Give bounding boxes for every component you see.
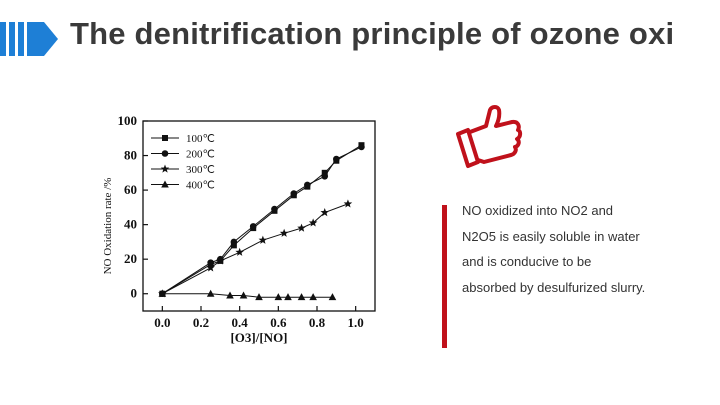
data-point-circle [249, 223, 257, 230]
x-tick-label: 0.6 [270, 315, 287, 330]
data-point-square [321, 169, 328, 176]
data-point-triangle [328, 293, 337, 301]
x-tick-label: 0.0 [154, 315, 170, 330]
data-point-triangle [206, 289, 215, 297]
legend-label: 200℃ [186, 149, 215, 161]
x-tick-label: 0.8 [309, 315, 326, 330]
note-line: N2O5 is easily soluble in water [462, 228, 640, 244]
y-tick-label: 60 [124, 182, 137, 197]
data-point-circle [271, 205, 278, 213]
data-point-circle [290, 190, 298, 197]
chart-canvas: 0 20 40 60 80 100 0.0 0.2 0.4 0.6 0.8 1.0 [O3]/[NO] N… [102, 113, 376, 344]
data-point-circle [358, 143, 365, 151]
data-point-square [230, 242, 237, 249]
data-point-star [160, 164, 170, 173]
data-point-triangle [309, 293, 317, 301]
series-line [162, 293, 333, 298]
data-point-triangle [274, 293, 283, 301]
data-point-star [235, 247, 244, 256]
y-axis-title: NO Oxidation rate /% [102, 178, 114, 275]
data-point-star [206, 263, 215, 272]
data-point-circle [304, 181, 311, 189]
title-chevron-icon [0, 22, 58, 56]
legend-label: 300℃ [186, 164, 215, 176]
data-point-star [320, 208, 330, 217]
plot-frame [142, 120, 376, 312]
slide-title: The denitrification principle of ozone o… [70, 16, 675, 51]
note-line: and is conducive to be [462, 254, 592, 269]
legend-label: 400℃ [186, 180, 215, 192]
data-point-triangle [226, 291, 234, 299]
x-tick-label: 0.4 [232, 315, 249, 330]
y-tick-label: 80 [124, 148, 137, 163]
series-line [162, 203, 349, 295]
note-line: NO oxidized into NO2 and [462, 203, 614, 218]
data-point-star [258, 235, 268, 244]
oxidation-rate-chart: 0 20 40 60 80 100 0.0 0.2 0.4 0.6 0.8 1.0 [O3]/[NO] N… [90, 106, 398, 344]
data-point-triangle [255, 293, 263, 301]
data-point-star [279, 228, 289, 237]
accent-divider [442, 205, 447, 348]
note-line: absorbed by desulfurized slurry. [462, 279, 646, 295]
x-axis-title: [O3]/[NO] [230, 330, 287, 344]
data-point-star [297, 223, 306, 232]
x-tick-label: 0.2 [193, 315, 209, 330]
y-tick-label: 20 [124, 251, 137, 266]
data-point-circle [230, 238, 238, 246]
data-point-circle [333, 155, 340, 163]
explanation-text: NO oxidized into NO2 and N2O5 is easily … [462, 198, 712, 300]
data-point-square [162, 135, 168, 141]
data-point-star [216, 256, 225, 265]
y-tick-label: 0 [131, 286, 138, 301]
data-point-circle [161, 150, 169, 157]
data-point-triangle [161, 180, 169, 188]
legend-label: 100℃ [186, 133, 215, 145]
y-tick-label: 100 [118, 113, 138, 128]
data-point-star [343, 199, 353, 208]
x-tick-label: 1.0 [348, 315, 364, 330]
data-point-triangle [284, 293, 292, 301]
data-point-triangle [239, 291, 248, 299]
thumbs-up-icon [456, 105, 523, 168]
data-point-triangle [158, 289, 167, 297]
data-point-circle [321, 172, 329, 180]
data-point-triangle [297, 293, 306, 301]
data-point-star [308, 218, 318, 227]
data-point-circle [207, 259, 214, 266]
y-tick-label: 40 [124, 217, 137, 232]
